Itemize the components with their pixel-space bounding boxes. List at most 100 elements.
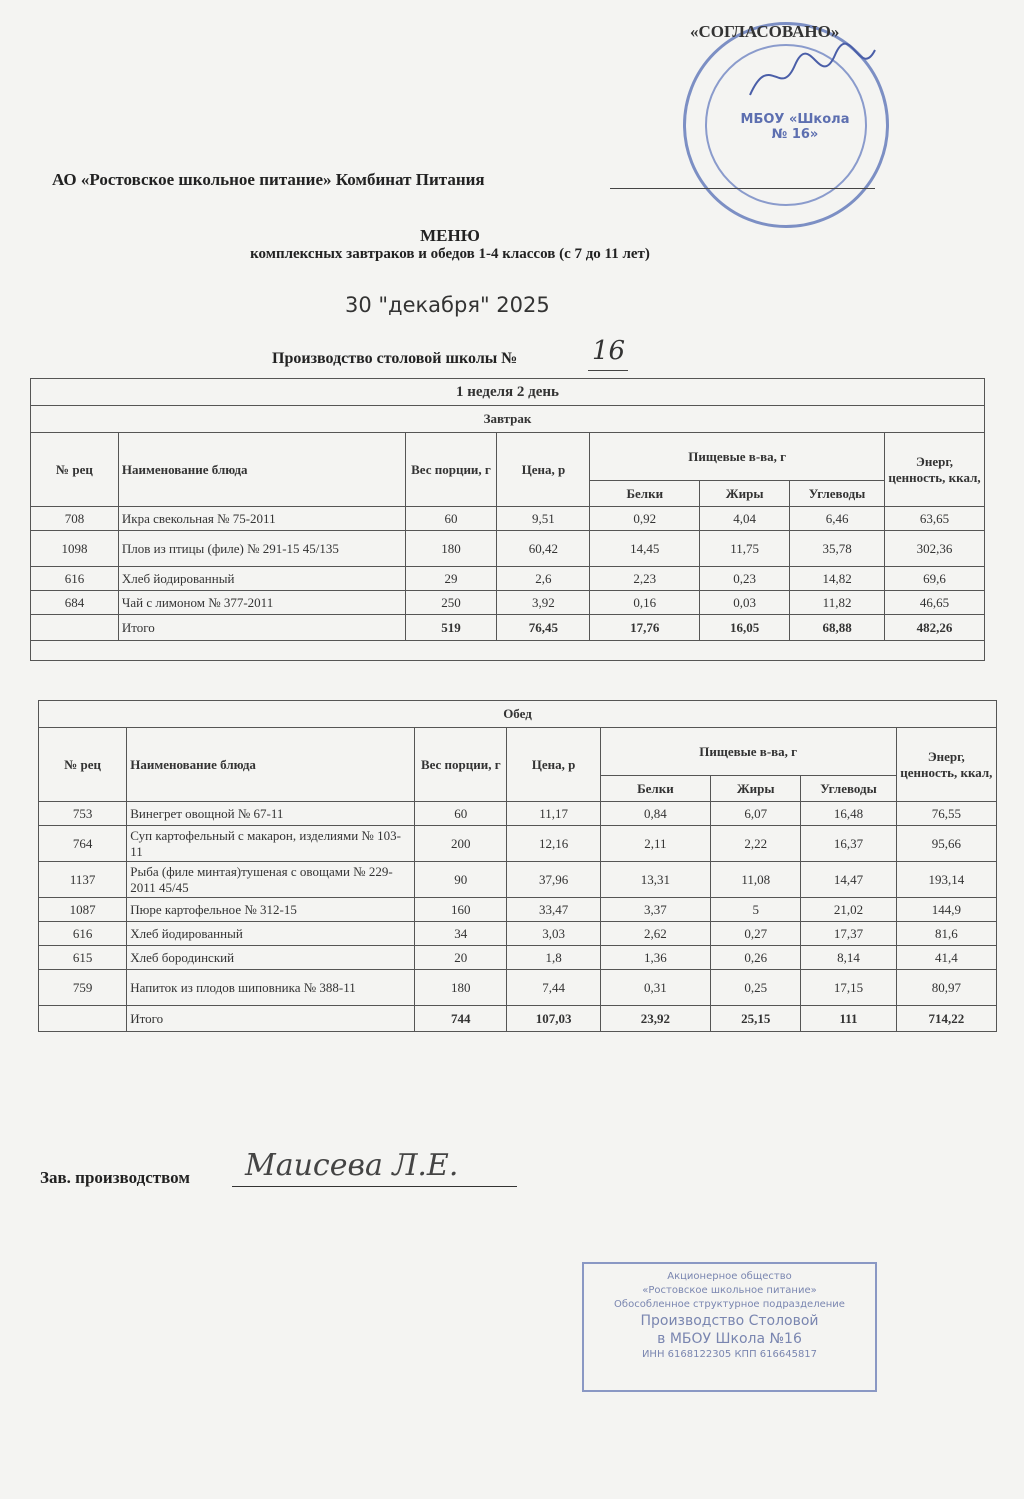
school-number: 16 bbox=[592, 336, 626, 366]
table-cell: 0,84 bbox=[599, 801, 712, 826]
table-row: 753 Винегрет овощной № 67-11 60 11,17 0,84 6,… bbox=[37, 801, 998, 826]
table-cell: 3,37 bbox=[599, 897, 712, 922]
total-cell: 519 bbox=[404, 614, 498, 641]
table-cell: 616 bbox=[37, 921, 128, 946]
table-cell: 615 bbox=[37, 945, 128, 970]
table-cell: 0,23 bbox=[699, 566, 791, 591]
table-cell: 1,8 bbox=[506, 945, 601, 970]
table-cell: 4,04 bbox=[699, 506, 791, 531]
table-cell: Напиток из плодов шиповника № 388-11 bbox=[126, 969, 416, 1006]
table-cell: 193,14 bbox=[895, 861, 998, 898]
table-cell: Суп картофельный с макарон, изделиями № … bbox=[126, 825, 416, 862]
col-nutrients: Пищевые в-ва, г bbox=[589, 432, 886, 481]
total-cell: 25,15 bbox=[710, 1005, 802, 1032]
table-cell: 2,23 bbox=[589, 566, 701, 591]
table-row: 684 Чай с лимоном № 377-2011 250 3,92 0,16 0,… bbox=[30, 590, 985, 615]
table-cell: 11,82 bbox=[789, 590, 886, 615]
table-row: 759 Напиток из плодов шиповника № 388-11 1… bbox=[37, 969, 998, 1006]
organization-line bbox=[610, 188, 875, 189]
round-stamp-inner bbox=[705, 44, 867, 206]
stamp-line: «Ростовское школьное питание» bbox=[642, 1285, 817, 1296]
table-cell: 81,6 bbox=[895, 921, 998, 946]
signature-line bbox=[232, 1186, 517, 1187]
round-stamp bbox=[683, 22, 889, 228]
table-cell: 21,02 bbox=[800, 897, 897, 922]
table-cell: 13,31 bbox=[599, 861, 712, 898]
table-cell: 29 bbox=[404, 566, 498, 591]
table-cell: 46,65 bbox=[884, 590, 985, 615]
col-energy: Энерг, ценность, ккал, bbox=[895, 727, 998, 802]
table-cell: 180 bbox=[404, 530, 498, 567]
total-cell: 16,05 bbox=[699, 614, 791, 641]
table-cell: 144,9 bbox=[895, 897, 998, 922]
spacer-row bbox=[30, 640, 985, 661]
total-cell: 111 bbox=[800, 1005, 897, 1032]
table-cell: 3,03 bbox=[506, 921, 601, 946]
table-cell: 90 bbox=[414, 861, 508, 898]
table-cell: 200 bbox=[414, 825, 508, 862]
stamp-line: Производство Столовой bbox=[640, 1313, 819, 1329]
table-cell: 1098 bbox=[30, 530, 119, 567]
col-name: Наименование блюда bbox=[117, 432, 406, 507]
table-cell: Пюре картофельное № 312-15 bbox=[126, 897, 416, 922]
table-cell: 11,75 bbox=[699, 530, 791, 567]
table-cell: 1137 bbox=[37, 861, 128, 898]
table-cell: 20 bbox=[414, 945, 508, 970]
table-cell: 63,65 bbox=[884, 506, 985, 531]
table-cell: 6,46 bbox=[789, 506, 886, 531]
table-cell: 1,36 bbox=[599, 945, 712, 970]
total-cell: 23,92 bbox=[599, 1005, 712, 1032]
table-cell: 0,26 bbox=[710, 945, 802, 970]
table-cell: 2,22 bbox=[710, 825, 802, 862]
table-cell: 12,16 bbox=[506, 825, 601, 862]
table-row: 615 Хлеб бородинский 20 1,8 1,36 0,26 8,14 41,4 bbox=[37, 945, 998, 970]
table-cell: 11,08 bbox=[710, 861, 802, 898]
table-cell: 7,44 bbox=[506, 969, 601, 1006]
table-cell: 2,6 bbox=[496, 566, 591, 591]
table-cell: Чай с лимоном № 377-2011 bbox=[117, 590, 406, 615]
total-cell: 107,03 bbox=[506, 1005, 601, 1032]
table-cell: 753 bbox=[37, 801, 128, 826]
table-cell: 160 bbox=[414, 897, 508, 922]
table-cell: 759 bbox=[37, 969, 128, 1006]
col-protein: Белки bbox=[599, 775, 712, 802]
table-cell: 14,47 bbox=[800, 861, 897, 898]
col-carbs: Углеводы bbox=[789, 480, 886, 507]
table-cell: 8,14 bbox=[800, 945, 897, 970]
school-number-line bbox=[588, 370, 628, 371]
col-rec: № рец bbox=[37, 727, 128, 802]
table-row: 1098 Плов из птицы (филе) № 291-15 45/135… bbox=[30, 530, 985, 567]
table-cell: 5 bbox=[710, 897, 802, 922]
total-cell: 744 bbox=[414, 1005, 508, 1032]
table-cell: 60,42 bbox=[496, 530, 591, 567]
table-cell: 69,6 bbox=[884, 566, 985, 591]
total-cell: 714,22 bbox=[895, 1005, 998, 1032]
table-row: 1087 Пюре картофельное № 312-15 160 33,47 3,… bbox=[37, 897, 998, 922]
table-cell: 14,45 bbox=[589, 530, 701, 567]
breakfast-table: 1 неделя 2 день Завтрак № рец Наименование … bbox=[30, 378, 985, 661]
total-cell: 76,45 bbox=[496, 614, 591, 641]
table-cell: 2,62 bbox=[599, 921, 712, 946]
table-cell: 34 bbox=[414, 921, 508, 946]
total-cell: Итого bbox=[117, 614, 406, 641]
table-row: 708 Икра свекольная № 75-2011 60 9,51 0,92 4,… bbox=[30, 506, 985, 531]
manager-label: Зав. производством bbox=[40, 1168, 190, 1187]
col-rec: № рец bbox=[30, 432, 119, 507]
table-cell: 764 bbox=[37, 825, 128, 862]
approval-signature-icon bbox=[749, 42, 876, 96]
col-price: Цена, р bbox=[506, 727, 601, 802]
menu-subtitle: комплексных завтраков и обедов 1-4 класс… bbox=[250, 246, 650, 262]
table-cell: 708 bbox=[30, 506, 119, 531]
col-price: Цена, р bbox=[496, 432, 591, 507]
table-cell: Хлеб йодированный bbox=[117, 566, 406, 591]
total-cell: Итого bbox=[126, 1005, 416, 1032]
table-cell: 0,92 bbox=[589, 506, 701, 531]
col-weight: Вес порции, г bbox=[404, 432, 498, 507]
table-row: 764 Суп картофельный с макарон, изделиями… bbox=[37, 825, 998, 862]
table-cell: 616 bbox=[30, 566, 119, 591]
total-cell: 68,88 bbox=[789, 614, 886, 641]
table-cell: 37,96 bbox=[506, 861, 601, 898]
table-cell: Рыба (филе минтая)тушеная с овощами № 22… bbox=[126, 861, 416, 898]
table-cell: 3,92 bbox=[496, 590, 591, 615]
